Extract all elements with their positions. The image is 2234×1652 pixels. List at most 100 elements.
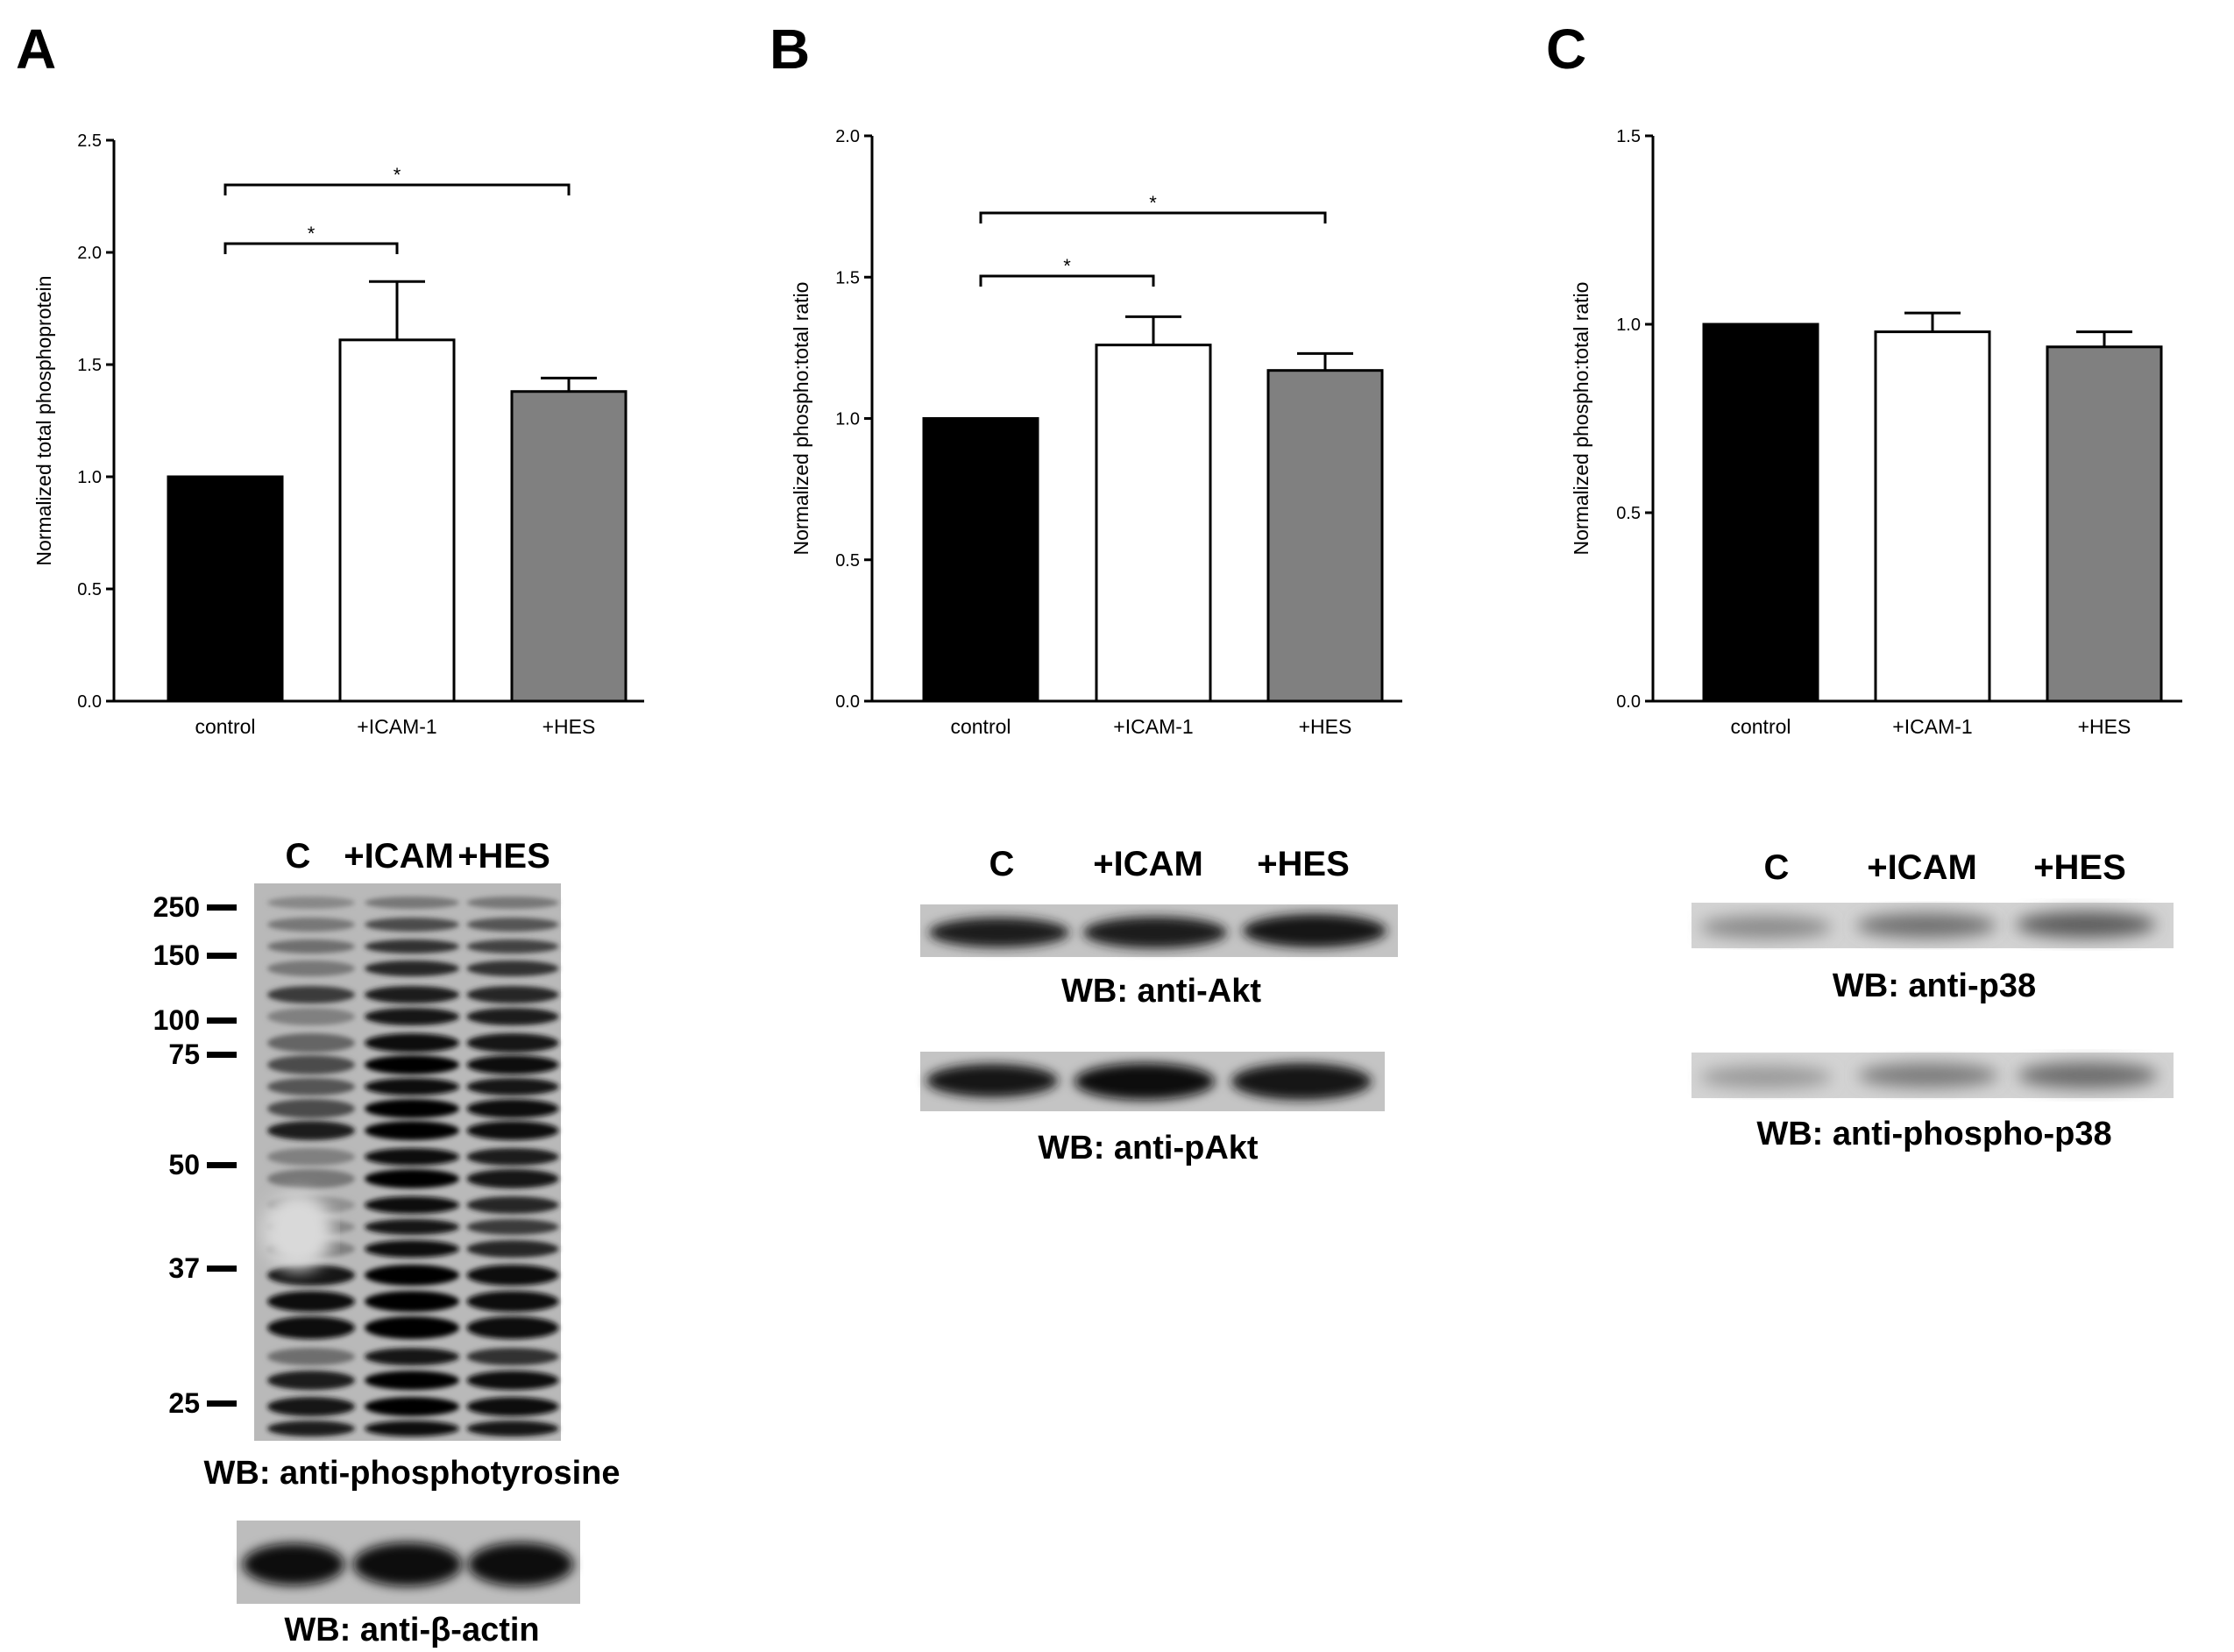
phosphotyrosine-band xyxy=(267,961,355,976)
phosphotyrosine-band xyxy=(365,1291,459,1312)
blot-c-caption-pp38: WB: anti-phospho-p38 xyxy=(1756,1116,2111,1152)
phosphotyrosine-band xyxy=(365,1265,459,1286)
marker-25: 25 xyxy=(168,1387,200,1419)
bar-control xyxy=(167,475,284,703)
significance-star: * xyxy=(394,164,401,186)
phosphotyrosine-band xyxy=(365,1348,459,1365)
phosphotyrosine-band xyxy=(365,986,459,1003)
akt-band-1 xyxy=(929,918,1069,947)
bar-hes xyxy=(510,390,628,703)
category-label: +ICAM-1 xyxy=(1113,715,1193,738)
blot-b-caption-akt: WB: anti-Akt xyxy=(1061,973,1261,1010)
phosphotyrosine-band xyxy=(466,1316,559,1339)
phosphotyrosine-band xyxy=(466,986,559,1003)
phosphotyrosine-band xyxy=(267,1078,355,1095)
y-tick-label: 1.0 xyxy=(835,410,860,429)
blot-b-lane-hes: +HES xyxy=(1257,845,1350,883)
phosphotyrosine-band xyxy=(365,939,459,954)
blot-a-lane-c: C xyxy=(286,837,311,876)
phosphotyrosine-band xyxy=(466,1148,559,1166)
phosphotyrosine-band xyxy=(365,1219,459,1235)
phosphotyrosine-band xyxy=(267,1421,355,1436)
bar-hes xyxy=(1266,369,1384,703)
marker-tick-50 xyxy=(207,1162,237,1168)
phosphotyrosine-band xyxy=(466,1078,559,1095)
phosphotyrosine-band xyxy=(365,961,459,976)
category-label: control xyxy=(1730,715,1791,738)
phosphotyrosine-band xyxy=(267,1371,355,1390)
bar-icam1 xyxy=(338,338,456,703)
phosphotyrosine-band xyxy=(267,1397,355,1416)
phosphotyrosine-band xyxy=(365,1169,459,1188)
y-tick-label: 1.5 xyxy=(77,356,102,375)
phosphotyrosine-band xyxy=(365,1099,459,1118)
y-tick-label: 0.5 xyxy=(1616,504,1641,523)
significance-bracket xyxy=(223,183,571,195)
chart-b: 0.0 0.5 1.0 1.5 2.0 Normalized phospho:total … xyxy=(790,127,1402,738)
phosphotyrosine-band xyxy=(466,1008,559,1025)
blot-b: C +ICAM +HES WB: anti-Akt WB: anti-pAkt xyxy=(920,845,1398,1166)
bar-icam1 xyxy=(1095,344,1212,703)
blot-b-caption-pakt: WB: anti-pAkt xyxy=(1038,1130,1259,1166)
y-tick-label: 1.0 xyxy=(1616,316,1641,335)
phosphotyrosine-band xyxy=(267,1169,355,1188)
phosphotyrosine-band xyxy=(365,1397,459,1416)
phosphotyrosine-band xyxy=(267,897,355,909)
blot-c-lane-hes: +HES xyxy=(2033,848,2126,887)
phosphotyrosine-band xyxy=(267,918,355,932)
p38-band-3 xyxy=(2016,911,2156,938)
actin-band-2 xyxy=(353,1542,462,1586)
phosphotyrosine-band xyxy=(267,1291,355,1312)
blot-a-markers: 250 150 100 75 50 37 25 xyxy=(153,891,237,1419)
marker-tick-25 xyxy=(207,1400,237,1407)
marker-37: 37 xyxy=(168,1252,200,1284)
phosphotyrosine-band xyxy=(365,1121,459,1140)
marker-tick-150 xyxy=(207,953,237,959)
blot-c-caption-p38: WB: anti-p38 xyxy=(1833,968,2036,1004)
marker-100: 100 xyxy=(153,1004,200,1036)
phosphotyrosine-band xyxy=(466,1421,559,1436)
significance-bracket xyxy=(979,274,1155,287)
significance-bracket xyxy=(979,211,1327,223)
bar-control xyxy=(1702,323,1819,703)
phosphotyrosine-band xyxy=(267,1033,355,1053)
phosphotyrosine-band xyxy=(365,897,459,909)
bar-control xyxy=(922,417,1039,703)
phosphotyrosine-band xyxy=(267,939,355,954)
significance-star: * xyxy=(308,223,316,245)
akt-band-3 xyxy=(1243,914,1386,947)
category-label: +ICAM-1 xyxy=(1892,715,1972,738)
category-label: +HES xyxy=(543,715,596,738)
chart-a: 0.0 0.5 1.0 1.5 2.0 2.5 Normalized total phosp… xyxy=(32,131,644,738)
blot-a-lane-icam: +ICAM xyxy=(344,837,454,876)
phosphotyrosine-band xyxy=(466,1219,559,1235)
y-tick-label: 2.5 xyxy=(77,131,102,151)
blot-c: C +ICAM +HES WB: anti-p38 WB: anti-phosp… xyxy=(1691,848,2174,1152)
phosphotyrosine-band xyxy=(466,1240,559,1258)
actin-band-3 xyxy=(468,1542,573,1586)
akt-band-2 xyxy=(1083,917,1227,948)
blot-a: C +ICAM +HES 250 150 100 75 50 37 25 WB:… xyxy=(153,837,621,1648)
marker-tick-75 xyxy=(207,1052,237,1058)
blot-b-lane-icam: +ICAM xyxy=(1093,845,1203,883)
marker-tick-250 xyxy=(207,904,237,911)
pp38-band-1 xyxy=(1700,1066,1832,1088)
phosphotyrosine-band xyxy=(267,1265,355,1286)
phosphotyrosine-band xyxy=(365,1240,459,1258)
phosphotyrosine-band xyxy=(365,1196,459,1214)
phosphotyrosine-band xyxy=(466,1033,559,1053)
phosphotyrosine-band xyxy=(365,1078,459,1095)
phosphotyrosine-band xyxy=(466,1371,559,1390)
phosphotyrosine-band xyxy=(267,1121,355,1140)
phosphotyrosine-band xyxy=(466,1169,559,1188)
bar-icam1 xyxy=(1874,330,1991,703)
phosphotyrosine-band xyxy=(365,1148,459,1166)
category-label: +HES xyxy=(2078,715,2131,738)
phosphotyrosine-band xyxy=(365,1371,459,1390)
y-tick-label: 2.0 xyxy=(835,127,860,146)
significance-star: * xyxy=(1063,255,1071,277)
phosphotyrosine-band xyxy=(466,1196,559,1214)
p38-band-1 xyxy=(1700,916,1832,939)
y-tick-label: 2.0 xyxy=(77,244,102,263)
